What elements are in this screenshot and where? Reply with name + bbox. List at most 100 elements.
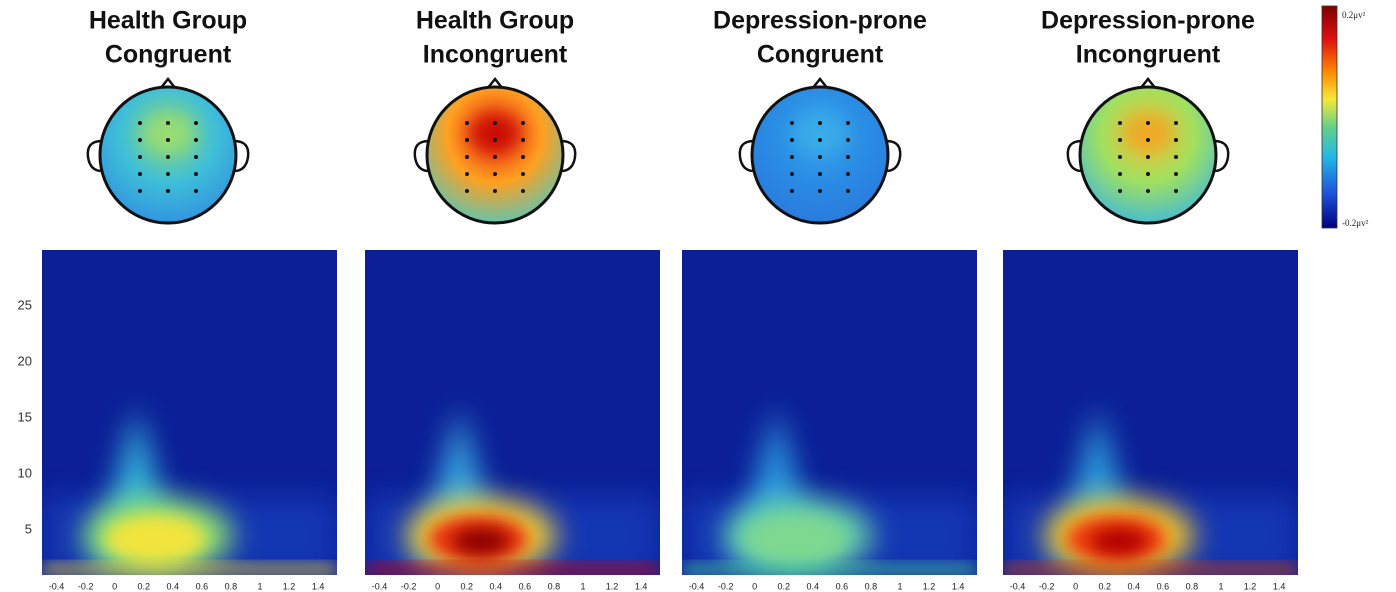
x-tick-label: 0 xyxy=(112,581,117,591)
electrode xyxy=(1174,121,1178,125)
x-tick-label: 0.2 xyxy=(777,581,790,591)
electrode xyxy=(521,138,525,142)
electrode xyxy=(1118,121,1122,125)
electrode xyxy=(1146,121,1150,125)
y-tick-label: 20 xyxy=(18,354,32,369)
electrode xyxy=(1174,172,1178,176)
electrode xyxy=(194,138,198,142)
electrode xyxy=(465,189,469,193)
x-tick-label: 1.2 xyxy=(283,581,296,591)
electrode xyxy=(790,189,794,193)
heatmap-strip xyxy=(1003,565,1298,575)
electrode xyxy=(194,121,198,125)
panel-title: Incongruent xyxy=(1076,41,1221,69)
electrode xyxy=(790,172,794,176)
panel-title: Congruent xyxy=(105,41,232,69)
panel-title: Incongruent xyxy=(423,41,568,69)
electrode xyxy=(818,138,822,142)
x-tick-label: 0 xyxy=(752,581,757,591)
x-tick-label: 0 xyxy=(435,581,440,591)
x-tick-label: 1.2 xyxy=(1244,581,1257,591)
electrode xyxy=(818,172,822,176)
x-tick-label: 1 xyxy=(897,581,902,591)
x-tick-label: 0.2 xyxy=(1098,581,1111,591)
electrode xyxy=(1118,155,1122,159)
electrode xyxy=(465,138,469,142)
electrode xyxy=(846,121,850,125)
electrode xyxy=(1146,172,1150,176)
heatmap xyxy=(365,250,660,575)
electrode xyxy=(1146,155,1150,159)
heatmap xyxy=(682,250,977,575)
electrode xyxy=(465,172,469,176)
heatmap xyxy=(1003,250,1298,575)
electrode xyxy=(790,155,794,159)
x-tick-label: 1.2 xyxy=(606,581,619,591)
electrode xyxy=(818,121,822,125)
x-tick-label: 0.4 xyxy=(1128,581,1141,591)
x-tick-label: 0.8 xyxy=(1186,581,1199,591)
electrode xyxy=(1146,189,1150,193)
electrode xyxy=(194,172,198,176)
y-tick-label: 15 xyxy=(18,410,32,425)
x-tick-label: 0.6 xyxy=(836,581,849,591)
electrode xyxy=(521,155,525,159)
electrode xyxy=(465,155,469,159)
topo-spot xyxy=(142,113,194,153)
x-tick-label: 0.6 xyxy=(1157,581,1170,591)
heatmap-hot xyxy=(1091,528,1147,554)
electrode xyxy=(846,138,850,142)
electrode xyxy=(1146,138,1150,142)
heatmap-hot xyxy=(453,528,509,554)
electrode xyxy=(194,189,198,193)
x-tick-label: 0.2 xyxy=(460,581,473,591)
heatmap-strip xyxy=(42,565,337,575)
topo-spot xyxy=(794,113,846,153)
x-tick-label: 0.6 xyxy=(519,581,532,591)
x-tick-label: 0 xyxy=(1073,581,1078,591)
electrode xyxy=(790,138,794,142)
electrode xyxy=(138,121,142,125)
panel-title: Health Group xyxy=(89,7,247,35)
electrode xyxy=(818,155,822,159)
x-tick-label: 0.6 xyxy=(196,581,209,591)
heatmap-core xyxy=(105,515,205,563)
x-tick-label: 0.4 xyxy=(490,581,503,591)
x-tick-label: 0.2 xyxy=(137,581,150,591)
x-tick-label: 1 xyxy=(1218,581,1223,591)
x-tick-label: 0.4 xyxy=(807,581,820,591)
electrode xyxy=(138,172,142,176)
electrode xyxy=(846,172,850,176)
x-tick-label: 0.8 xyxy=(225,581,238,591)
x-tick-label: -0.4 xyxy=(372,581,388,591)
electrode xyxy=(138,138,142,142)
x-tick-label: 1 xyxy=(580,581,585,591)
electrode xyxy=(465,121,469,125)
heatmap-strip xyxy=(682,565,977,575)
colorbar-min-label: -0.2μv² xyxy=(1342,218,1369,228)
x-tick-label: -0.2 xyxy=(718,581,734,591)
x-tick-label: -0.4 xyxy=(689,581,705,591)
x-tick-label: 1.2 xyxy=(923,581,936,591)
x-tick-label: -0.4 xyxy=(49,581,65,591)
electrode xyxy=(194,155,198,159)
x-tick-label: -0.2 xyxy=(401,581,417,591)
y-tick-label: 10 xyxy=(18,466,32,481)
y-tick-label: 5 xyxy=(25,522,32,537)
figure: 0.2μv² -0.2μv² Health GroupCongruent-0.4… xyxy=(0,0,1396,592)
electrode xyxy=(493,155,497,159)
electrode xyxy=(166,155,170,159)
topo-spot xyxy=(469,113,521,153)
electrode xyxy=(846,155,850,159)
x-tick-label: 1.4 xyxy=(635,581,648,591)
x-tick-label: -0.2 xyxy=(1039,581,1055,591)
panel-title: Congruent xyxy=(757,41,884,69)
colorbar xyxy=(1322,6,1337,228)
x-tick-label: 1.4 xyxy=(1273,581,1286,591)
electrode xyxy=(521,121,525,125)
electrode xyxy=(846,189,850,193)
electrode xyxy=(1174,155,1178,159)
topo-spot xyxy=(1122,113,1174,153)
electrode xyxy=(493,172,497,176)
x-tick-label: 0.8 xyxy=(548,581,561,591)
